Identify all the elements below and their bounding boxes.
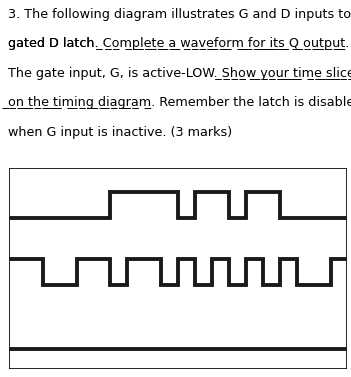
Text: when G input is inactive. (3 marks): when G input is inactive. (3 marks): [8, 126, 232, 139]
Text: gated D latch.: gated D latch.: [8, 37, 102, 51]
Text: The gate input, G, is active-LOW. ̲S̲h̲o̲w̲ ̲y̲o̲u̲r̲ ̲t̲i̲m̲e̲ ̲s̲l̲i̲c̲e̲s̲: The gate input, G, is active-LOW. ̲S̲h̲o…: [8, 67, 351, 80]
Text: ̲o̲n̲ ̲t̲h̲e̲ ̲t̲i̲m̲i̲n̲g̲ ̲d̲i̲a̲g̲r̲a̲m̲. Remember the latch is disabled: ̲o̲n̲ ̲t̲h̲e̲ ̲t̲i̲m̲i̲n̲g̲ ̲d̲i̲a̲g̲r̲a…: [8, 96, 351, 109]
Text: 3. The following diagram illustrates G and D inputs to a: 3. The following diagram illustrates G a…: [8, 8, 351, 21]
Text: gated D latch. ̲C̲o̲m̲p̲l̲e̲t̲e̲ ̲a̲ ̲w̲a̲v̲e̲f̲o̲r̲m̲ ̲f̲o̲r̲ ̲i̲t̲s̲ ̲Q̲ ̲o̲u̲: gated D latch. ̲C̲o̲m̲p̲l̲e̲t̲e̲ ̲a̲ ̲w̲…: [8, 37, 349, 51]
